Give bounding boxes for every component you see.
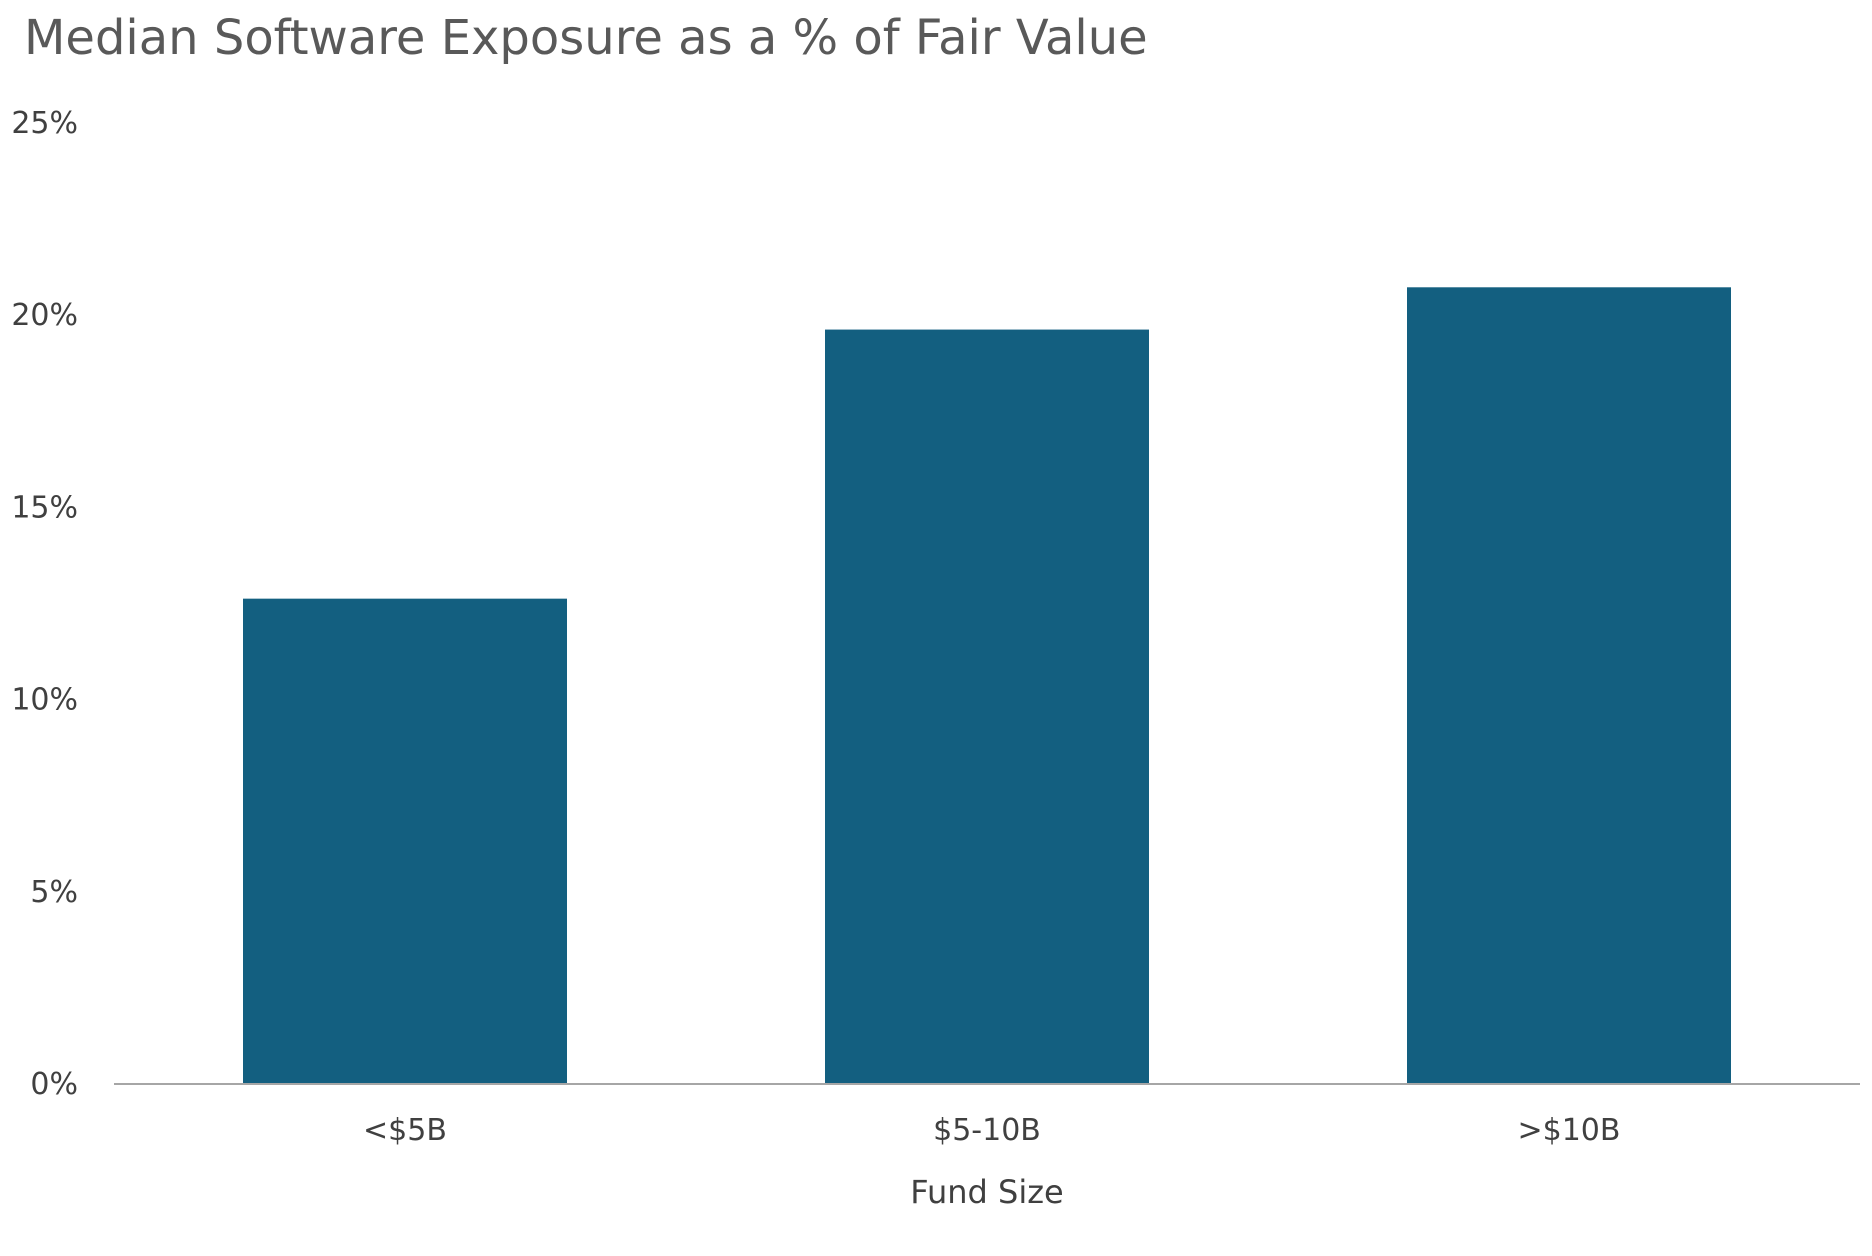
x-tick-label: $5-10B xyxy=(933,1113,1041,1148)
x-axis-title: Fund Size xyxy=(910,1173,1063,1211)
y-tick-label: 5% xyxy=(30,875,78,910)
y-axis-ticks: 0% 5% 10% 15% 20% 25% xyxy=(11,106,78,1102)
y-tick-label: 0% xyxy=(30,1067,78,1102)
x-tick-label: >$10B xyxy=(1518,1113,1621,1148)
bar xyxy=(243,598,567,1083)
y-tick-label: 10% xyxy=(11,683,78,718)
bars xyxy=(243,287,1731,1083)
bar xyxy=(825,329,1149,1083)
y-tick-label: 20% xyxy=(11,298,78,333)
bar xyxy=(1407,287,1731,1083)
y-tick-label: 25% xyxy=(11,106,78,141)
x-axis-ticks: <$5B $5-10B >$10B xyxy=(363,1113,1620,1148)
chart-title: Median Software Exposure as a % of Fair … xyxy=(24,10,1148,66)
x-tick-label: <$5B xyxy=(363,1113,447,1148)
y-tick-label: 15% xyxy=(11,490,78,525)
